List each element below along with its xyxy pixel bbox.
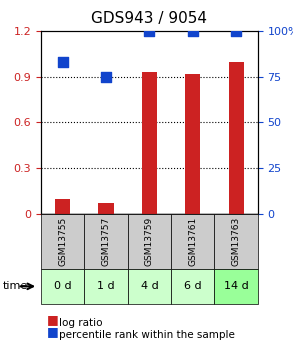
Text: GSM13755: GSM13755: [58, 217, 67, 266]
Text: GSM13757: GSM13757: [102, 217, 110, 266]
Point: [147, 28, 152, 34]
Point: [190, 28, 195, 34]
Text: ■: ■: [47, 325, 59, 338]
Title: GDS943 / 9054: GDS943 / 9054: [91, 11, 207, 26]
Bar: [55, 199, 70, 214]
Bar: [185, 74, 200, 214]
Bar: [229, 61, 244, 214]
Text: GSM13761: GSM13761: [188, 217, 197, 266]
Bar: [98, 203, 114, 214]
Text: GSM13759: GSM13759: [145, 217, 154, 266]
Text: percentile rank within the sample: percentile rank within the sample: [59, 330, 234, 339]
Point: [234, 28, 239, 34]
Point: [104, 74, 108, 80]
Text: 14 d: 14 d: [224, 282, 248, 291]
Text: 1 d: 1 d: [97, 282, 115, 291]
Point: [60, 59, 65, 65]
Text: 4 d: 4 d: [141, 282, 158, 291]
Text: 6 d: 6 d: [184, 282, 202, 291]
Text: GSM13763: GSM13763: [232, 217, 241, 266]
Text: ■: ■: [47, 313, 59, 326]
Text: 0 d: 0 d: [54, 282, 71, 291]
Bar: [142, 72, 157, 214]
Text: time: time: [3, 282, 28, 291]
Text: log ratio: log ratio: [59, 318, 102, 327]
